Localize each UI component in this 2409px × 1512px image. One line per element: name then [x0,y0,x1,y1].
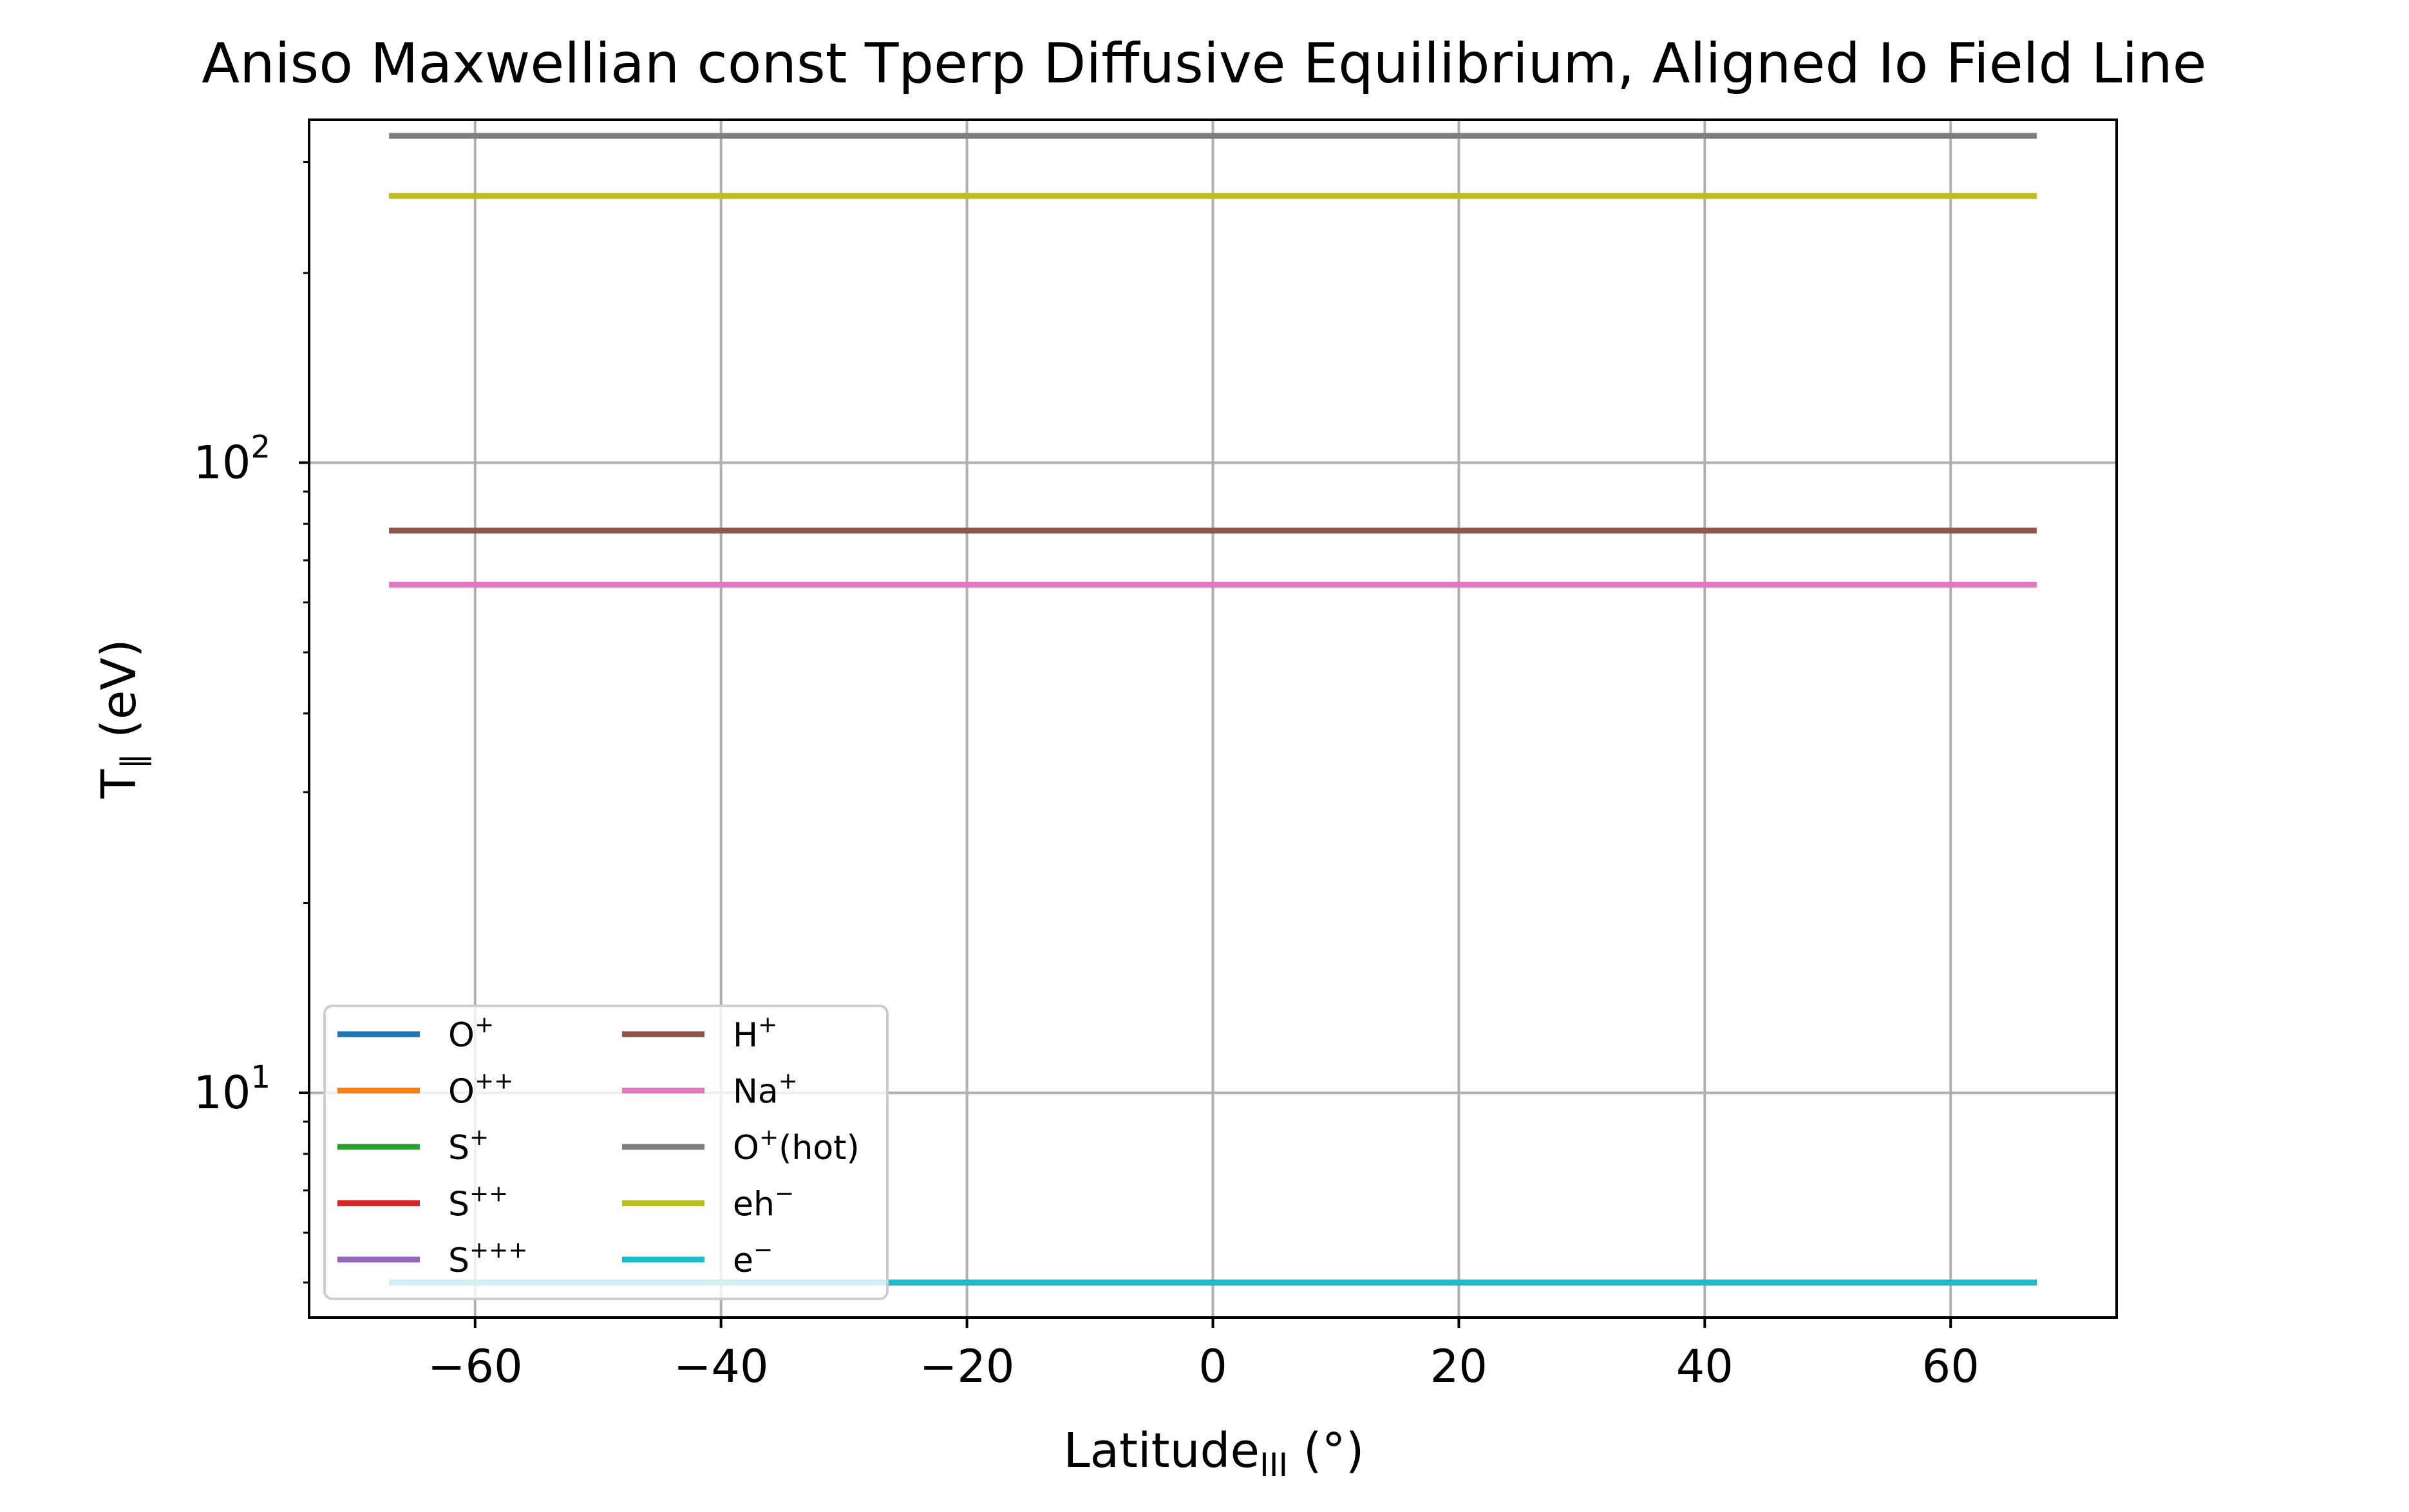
legend-label: S+ [448,1124,489,1167]
grid [309,120,2117,1318]
axis-ticks: −60 −40 −20 0 20 40 60 101 102 [193,161,1979,1393]
y-axis-label: T∥ (eV) [91,639,152,799]
legend-label: O+(hot) [733,1124,860,1167]
legend-label: Na+ [733,1068,798,1111]
legend-label: O++ [448,1068,513,1111]
x-tick-label: 0 [1198,1340,1227,1393]
legend-label: e− [733,1237,773,1280]
x-tick-label: −40 [674,1340,769,1393]
x-tick-label: 40 [1676,1340,1734,1393]
x-axis-label-unit: (°) [1288,1423,1364,1479]
x-tick-label: 60 [1922,1340,1979,1393]
legend-label: eh− [733,1181,794,1224]
legend-label: S++ [448,1181,508,1224]
legend-label: H+ [733,1012,777,1055]
legend-label: S+++ [448,1237,528,1280]
x-axis-label-sub: III [1260,1446,1288,1484]
chart-title: Aniso Maxwellian const Tperp Diffusive E… [202,32,2206,96]
y-tick-label: 101 [193,1059,270,1119]
y-tick-label: 102 [193,429,270,489]
x-tick-label: −20 [920,1340,1015,1393]
legend: O+ O++ S+ S++ S+++ H+ Na+ O+(hot) eh− e− [323,1005,889,1300]
x-axis-label: LatitudeIII (°) [1063,1423,1364,1484]
y-axis-label-unit: (eV) [91,639,147,753]
y-axis-label-sub: ∥ [115,753,152,770]
legend-label: O+ [448,1012,494,1055]
x-tick-label: −60 [428,1340,523,1393]
legend-box [323,1005,889,1300]
x-tick-label: 20 [1430,1340,1488,1393]
